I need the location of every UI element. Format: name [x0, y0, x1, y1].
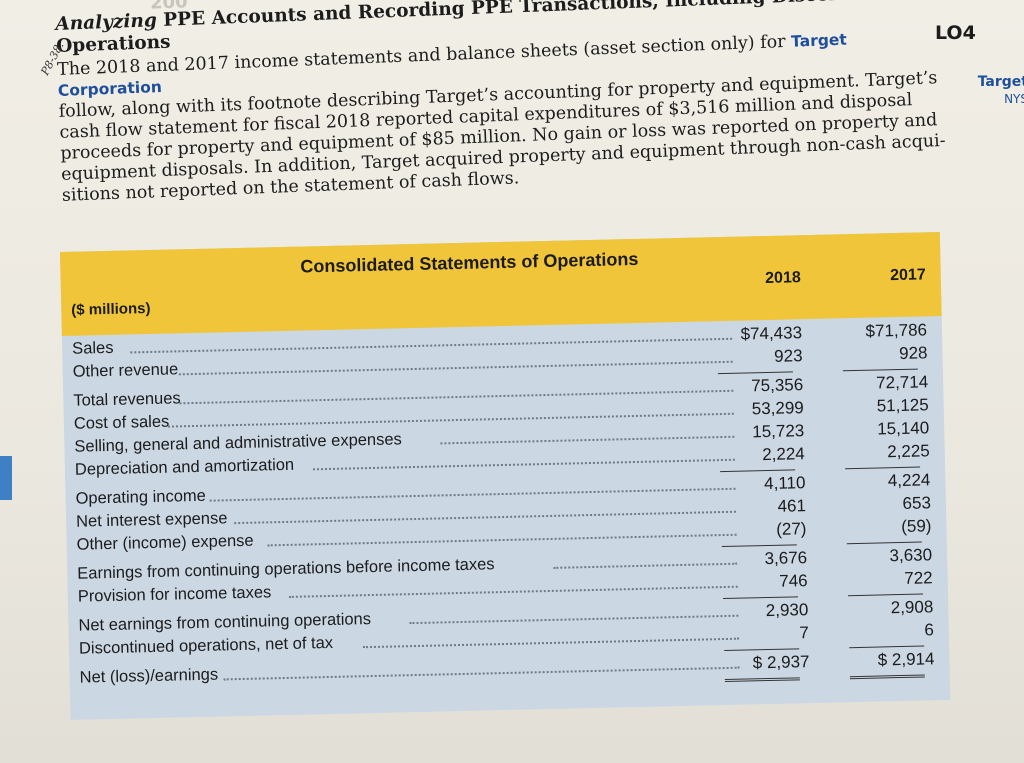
problem-block: P8-38. Analyzing PPE Accounts and Record… [38, 0, 952, 207]
value-2018: $74,433 [740, 323, 803, 344]
value-2018: 15,723 [752, 421, 805, 442]
double-underline [849, 674, 925, 680]
value-2018: 75,356 [750, 375, 804, 396]
row-label: Depreciation and amortization [74, 455, 295, 479]
row-label: Net earnings from continuing operations [78, 610, 372, 635]
learning-objective: LO4 [935, 22, 976, 44]
table-title: Consolidated Statements of Operations [300, 248, 639, 277]
value-2017: 722 [904, 568, 933, 588]
value-2018: 3,676 [764, 548, 808, 569]
value-2017: $ 2,914 [877, 649, 935, 670]
row-label: Net interest expense [75, 509, 228, 531]
value-2017: 653 [902, 493, 932, 513]
page-edge-stripe [0, 456, 12, 500]
double-underline [724, 677, 800, 683]
side-exchange: NYS [1004, 92, 1024, 106]
leader-dots [223, 666, 740, 681]
value-2018: 2,224 [762, 444, 805, 465]
leader-dots [363, 637, 739, 649]
problem-body: The 2018 and 2017 income statements and … [57, 26, 952, 207]
value-2018: 923 [773, 346, 803, 366]
leader-dots [312, 458, 735, 471]
row-label: Total revenues [73, 389, 181, 410]
row-label: Net (loss)/earnings [79, 665, 219, 687]
value-2018: 4,110 [763, 473, 806, 494]
value-2017: 3,630 [889, 545, 933, 566]
value-2017: 6 [924, 620, 935, 640]
value-2018: 746 [779, 571, 808, 591]
heading-italic: Analyzing [55, 10, 158, 35]
value-2017: 2,908 [890, 597, 934, 618]
value-2017: 15,140 [877, 418, 930, 439]
unit-label: ($ millions) [71, 299, 151, 319]
column-header-2017: 2017 [889, 266, 926, 285]
value-2018: 461 [777, 496, 807, 516]
value-2017: (59) [900, 516, 932, 536]
value-2018: 53,299 [751, 398, 804, 419]
value-2017: 928 [898, 343, 928, 363]
row-label: Sales [71, 338, 114, 358]
value-2017: 4,224 [887, 470, 931, 491]
leader-dots [178, 360, 733, 376]
value-2017: 2,225 [886, 441, 930, 462]
row-label: Other (income) expense [76, 531, 254, 554]
income-statement-table: Consolidated Statements of Operations ($… [60, 232, 951, 720]
table-header-band: Consolidated Statements of Operations ($… [60, 232, 942, 336]
value-2018: (27) [776, 519, 807, 539]
side-company-tag: Target NYS [968, 74, 1024, 108]
value-2017: $71,786 [865, 320, 928, 341]
value-2018: $ 2,937 [752, 652, 810, 673]
value-2017: 72,714 [875, 372, 929, 393]
value-2017: 51,125 [876, 395, 929, 416]
leader-dots [288, 585, 738, 598]
row-label: Cost of sales [73, 412, 170, 433]
row-label: Operating income [75, 486, 207, 508]
column-header-2018: 2018 [764, 269, 801, 288]
value-2018: 7 [799, 623, 810, 643]
row-label: Other revenue [72, 360, 179, 381]
row-label: Provision for income taxes [77, 583, 272, 606]
value-2018: 2,930 [765, 600, 809, 621]
leader-dots [267, 533, 737, 547]
